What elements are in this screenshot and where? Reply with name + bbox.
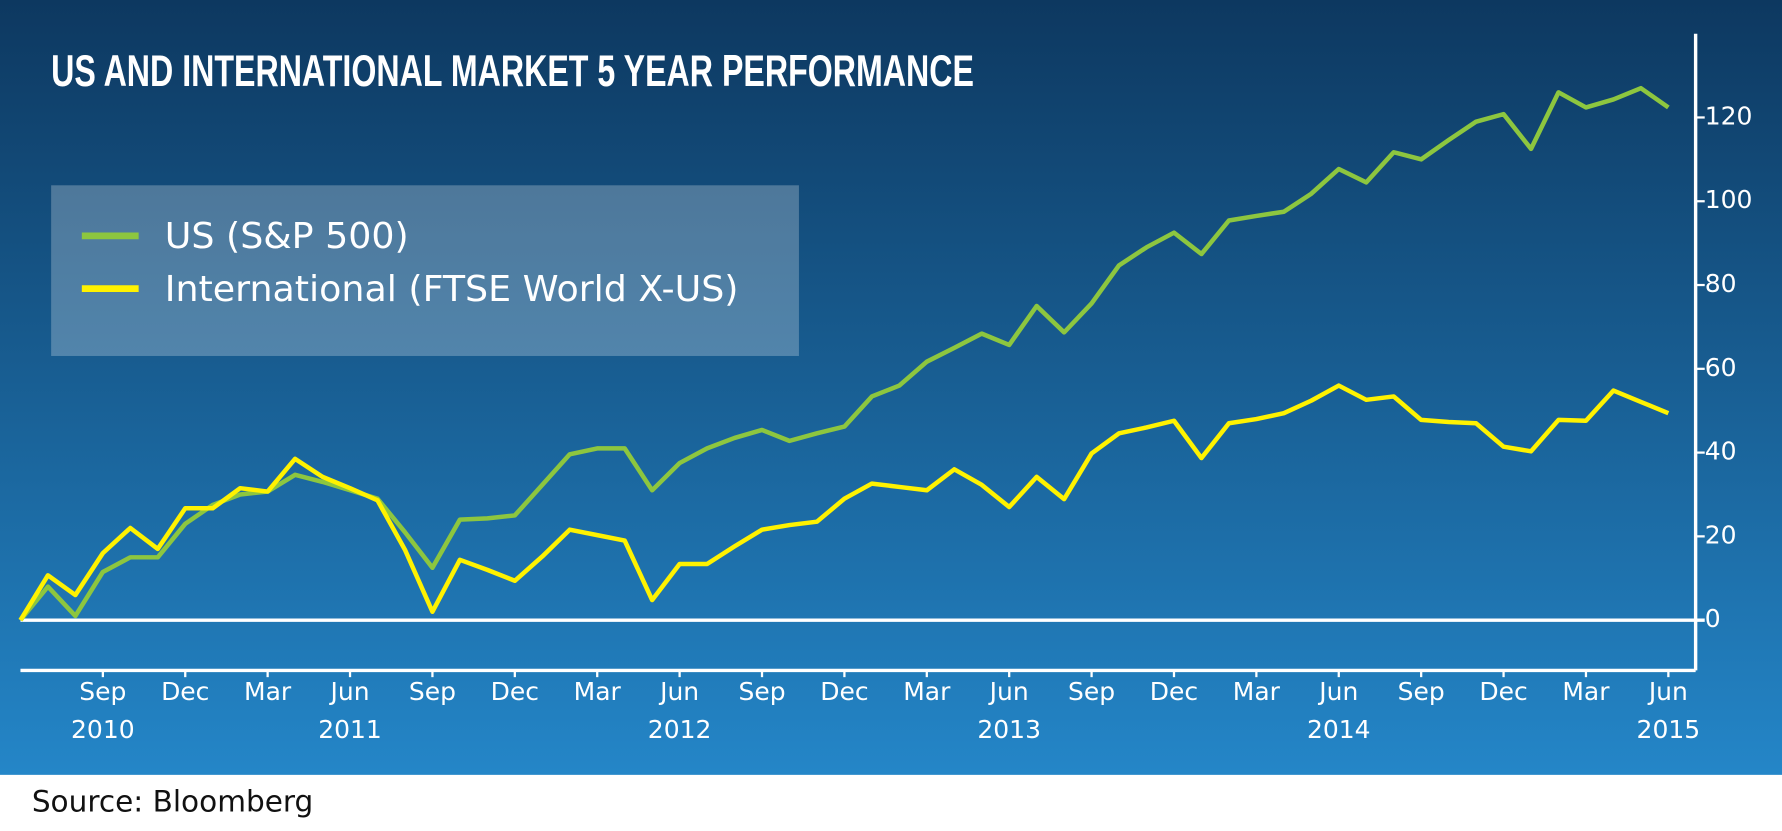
- y-tick-label: 100: [1705, 185, 1753, 214]
- x-tick-label: Sep: [1068, 677, 1115, 706]
- source-note: Source: Bloomberg: [32, 785, 313, 819]
- x-year-label: 2014: [1307, 715, 1371, 744]
- x-year-label: 2012: [648, 715, 712, 744]
- y-tick-label: 120: [1705, 102, 1753, 131]
- y-tick-label: 60: [1705, 353, 1737, 382]
- x-tick-label: Dec: [820, 677, 868, 706]
- chart-title: US AND INTERNATIONAL MARKET 5 YEAR PERFO…: [51, 45, 974, 96]
- x-tick-label: Mar: [903, 677, 951, 706]
- x-tick-label: Sep: [409, 677, 456, 706]
- x-tick-label: Dec: [1150, 677, 1198, 706]
- y-tick-label: 40: [1705, 437, 1737, 466]
- x-year-label: 2013: [977, 715, 1041, 744]
- data-line: [18, 383, 1670, 622]
- x-tick-label: Dec: [1479, 677, 1527, 706]
- x-tick-label: Mar: [1562, 677, 1610, 706]
- x-tick-label: Sep: [1398, 677, 1445, 706]
- x-tick-label: Jun: [1317, 677, 1358, 706]
- legend-box: [51, 185, 799, 356]
- x-tick-label: Dec: [491, 677, 539, 706]
- y-tick-label: 80: [1705, 269, 1737, 298]
- x-tick-label: Mar: [1233, 677, 1281, 706]
- x-tick-label: Sep: [738, 677, 785, 706]
- x-tick-label: Dec: [161, 677, 209, 706]
- x-tick-label: Jun: [1647, 677, 1688, 706]
- data-line: [18, 85, 1670, 622]
- x-year-label: 2010: [71, 715, 135, 744]
- x-year-label: 2011: [318, 715, 382, 744]
- x-year-label: 2015: [1637, 715, 1701, 744]
- x-tick-label: Jun: [328, 677, 369, 706]
- y-tick-label: 20: [1705, 520, 1737, 549]
- x-tick-label: Mar: [244, 677, 292, 706]
- x-tick-label: Mar: [574, 677, 622, 706]
- legend-label: International (FTSE World X-US): [165, 267, 739, 310]
- x-tick-label: Jun: [658, 677, 699, 706]
- x-tick-label: Sep: [79, 677, 126, 706]
- x-tick-label: Jun: [988, 677, 1029, 706]
- y-tick-label: 0: [1705, 604, 1721, 633]
- legend-label: US (S&P 500): [165, 214, 409, 257]
